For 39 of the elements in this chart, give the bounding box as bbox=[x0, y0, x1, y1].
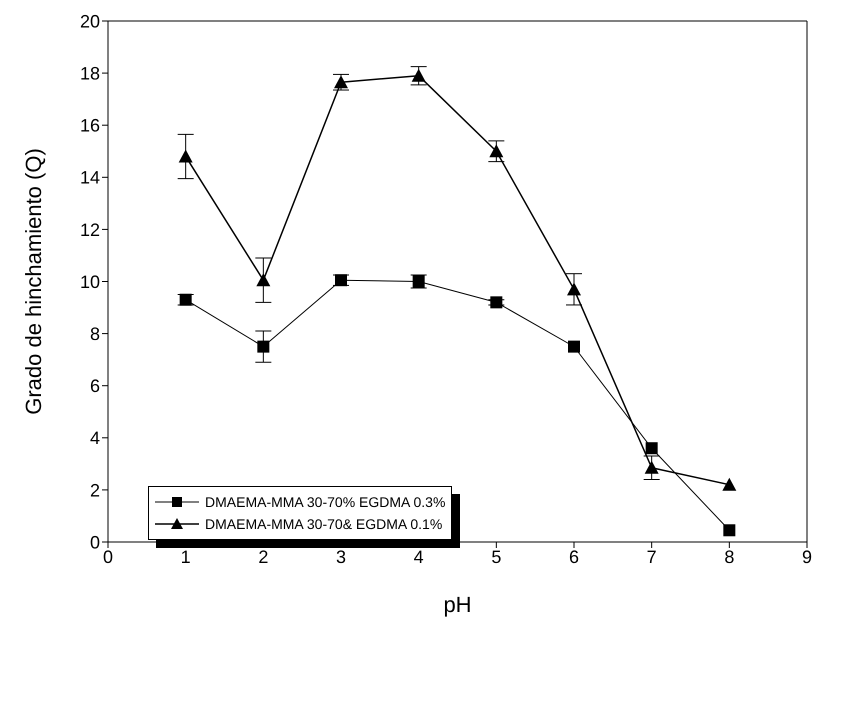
y-tick-label: 4 bbox=[90, 428, 100, 448]
point bbox=[335, 274, 347, 286]
x-tick-label: 3 bbox=[336, 546, 346, 567]
point bbox=[567, 282, 581, 296]
point bbox=[722, 478, 736, 491]
y-axis-title: Grado de hinchamiento (Q) bbox=[20, 148, 46, 415]
y-tick-label: 0 bbox=[90, 532, 100, 552]
x-tick-label: 1 bbox=[180, 546, 191, 567]
y-tick-label: 2 bbox=[90, 480, 100, 500]
point bbox=[646, 442, 658, 454]
y-tick-label: 14 bbox=[80, 168, 100, 188]
x-tick-label: 8 bbox=[724, 546, 734, 567]
x-tick-label: 4 bbox=[414, 546, 424, 567]
y-tick-label: 8 bbox=[90, 324, 100, 344]
point bbox=[257, 340, 270, 353]
y-tick-label: 12 bbox=[80, 220, 100, 240]
point bbox=[256, 273, 270, 286]
y-tick-label: 10 bbox=[80, 272, 100, 292]
x-tick-label: 9 bbox=[802, 546, 812, 567]
x-tick-label: 7 bbox=[646, 546, 657, 567]
legend-label: DMAEMA-MMA 30-70& EGDMA 0.1% bbox=[205, 516, 442, 532]
point bbox=[644, 460, 659, 474]
point bbox=[490, 296, 502, 308]
y-tick-label: 16 bbox=[80, 116, 100, 136]
x-tick-label: 0 bbox=[102, 546, 114, 567]
point bbox=[489, 144, 504, 158]
point bbox=[180, 294, 192, 306]
point bbox=[412, 68, 426, 82]
legend-label: DMAEMA-MMA 30-70% EGDMA 0.3% bbox=[205, 494, 446, 510]
y-tick-label: 20 bbox=[80, 11, 100, 32]
point bbox=[568, 340, 580, 353]
x-axis-title: pH bbox=[443, 592, 472, 617]
point bbox=[178, 149, 193, 162]
x-tick-label: 5 bbox=[491, 546, 502, 567]
y-tick-label: 18 bbox=[80, 63, 100, 84]
point bbox=[723, 524, 736, 536]
y-tick-label: 6 bbox=[90, 376, 100, 396]
x-tick-label: 2 bbox=[258, 546, 268, 567]
x-tick-label: 6 bbox=[568, 546, 580, 567]
